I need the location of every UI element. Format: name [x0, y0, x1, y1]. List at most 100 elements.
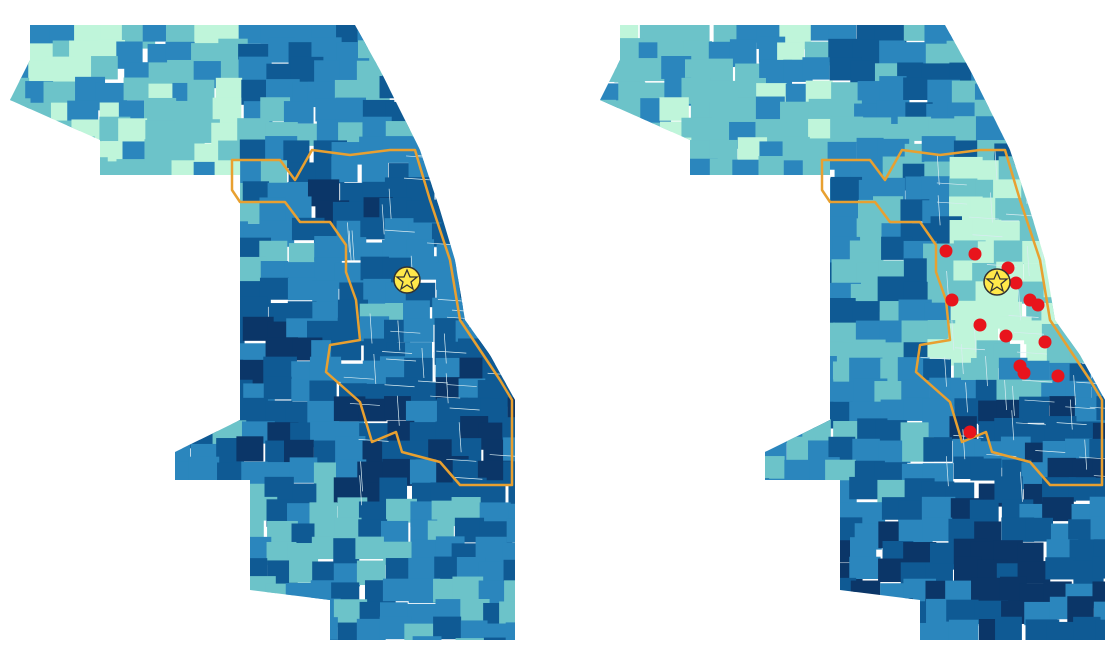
tract	[261, 637, 292, 640]
tract-border	[478, 156, 482, 187]
tract	[410, 78, 444, 106]
tract	[616, 341, 644, 370]
tract	[736, 478, 770, 505]
tract	[146, 581, 178, 609]
tract	[1019, 218, 1052, 243]
tract-border	[1084, 439, 1088, 470]
tract	[381, 41, 408, 68]
tract	[738, 257, 773, 283]
tract	[1095, 260, 1105, 287]
tract	[616, 500, 650, 525]
tract	[140, 320, 167, 347]
tract	[47, 223, 80, 249]
tract	[526, 280, 557, 307]
tract	[664, 356, 694, 380]
tract	[100, 236, 131, 259]
tract	[194, 498, 222, 522]
tract	[970, 458, 1002, 481]
tract-border	[1035, 450, 1066, 453]
tract	[614, 537, 647, 563]
tract	[145, 223, 179, 248]
tract	[600, 117, 620, 144]
tract	[664, 381, 696, 409]
tract-border	[1004, 379, 1007, 410]
tract-border	[417, 380, 449, 384]
tract	[118, 457, 148, 482]
tract	[145, 621, 175, 640]
tract	[98, 619, 127, 640]
tract	[194, 577, 228, 605]
tract	[682, 243, 711, 270]
tract	[801, 322, 835, 349]
tract	[1024, 161, 1056, 189]
tract	[483, 319, 515, 347]
tract	[97, 443, 124, 469]
tract	[237, 118, 270, 143]
tract	[10, 238, 28, 263]
tract-border	[1089, 406, 1105, 410]
tract	[633, 58, 666, 82]
tract	[685, 258, 714, 287]
tract	[10, 477, 31, 505]
tract	[47, 561, 74, 586]
tract	[43, 517, 71, 542]
tract	[507, 239, 515, 268]
tract	[314, 639, 348, 640]
tract	[139, 461, 167, 485]
tract	[49, 25, 78, 46]
tract	[783, 643, 814, 651]
tract	[849, 357, 883, 382]
tract	[738, 196, 771, 223]
tract	[600, 336, 621, 360]
tract-border	[1093, 309, 1105, 312]
tract	[379, 76, 413, 99]
tract	[116, 302, 146, 327]
tract	[709, 440, 740, 463]
tract-border	[1011, 410, 1015, 441]
tract	[499, 25, 515, 46]
tract	[27, 559, 58, 587]
tract	[379, 477, 408, 502]
tract	[10, 458, 29, 483]
tract	[238, 56, 272, 83]
tract	[975, 116, 1003, 143]
tract	[456, 102, 489, 129]
tract	[997, 80, 1027, 108]
tract	[47, 382, 81, 409]
tract	[684, 401, 716, 430]
tract-border	[360, 461, 363, 492]
tract	[100, 541, 128, 569]
tract	[100, 423, 127, 450]
tract	[48, 441, 78, 469]
tract	[165, 25, 200, 45]
tract-border	[388, 188, 392, 219]
tract	[1044, 180, 1076, 208]
tract	[73, 178, 103, 204]
tract	[455, 120, 483, 144]
tract	[46, 157, 74, 183]
tract-border	[972, 234, 1003, 238]
tract	[713, 25, 740, 44]
tract	[1049, 639, 1083, 640]
tract	[730, 318, 763, 345]
tract	[240, 621, 273, 640]
tract	[405, 103, 433, 128]
tract	[708, 377, 739, 405]
tract	[532, 378, 565, 404]
tract	[10, 380, 34, 409]
tract-border	[1026, 246, 1030, 277]
tract	[526, 637, 557, 651]
tract	[876, 177, 905, 202]
tract	[141, 400, 172, 428]
tract	[664, 561, 692, 589]
tract	[763, 643, 790, 651]
tract	[759, 396, 792, 421]
tract-border	[1069, 399, 1073, 430]
tract	[190, 222, 225, 245]
tract-border	[1097, 169, 1105, 172]
tract	[636, 437, 665, 466]
tract	[1074, 644, 1106, 651]
tract	[482, 302, 515, 325]
incident-dot	[939, 244, 953, 258]
tract	[1098, 218, 1105, 246]
